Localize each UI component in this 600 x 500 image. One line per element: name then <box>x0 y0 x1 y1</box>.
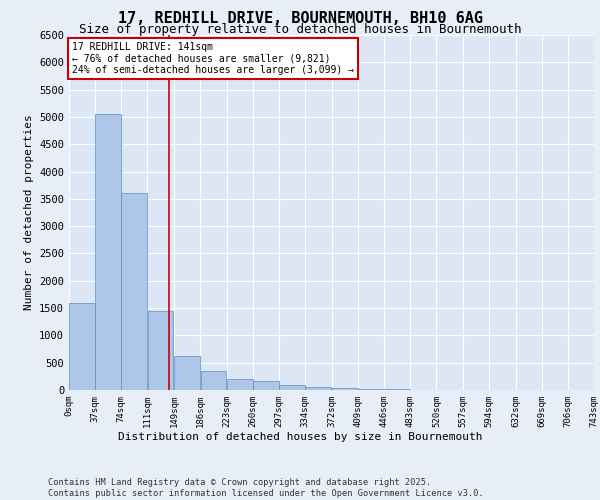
Bar <box>332 388 358 390</box>
Bar <box>358 389 384 390</box>
Bar <box>95 114 121 390</box>
Bar <box>279 384 305 390</box>
Text: Size of property relative to detached houses in Bournemouth: Size of property relative to detached ho… <box>79 22 521 36</box>
Text: 17 REDHILL DRIVE: 141sqm
← 76% of detached houses are smaller (9,821)
24% of sem: 17 REDHILL DRIVE: 141sqm ← 76% of detach… <box>72 42 354 75</box>
Bar <box>69 302 95 390</box>
Text: Contains HM Land Registry data © Crown copyright and database right 2025.
Contai: Contains HM Land Registry data © Crown c… <box>48 478 484 498</box>
Text: Distribution of detached houses by size in Bournemouth: Distribution of detached houses by size … <box>118 432 482 442</box>
Bar <box>175 356 200 390</box>
Bar <box>305 386 331 390</box>
Text: 17, REDHILL DRIVE, BOURNEMOUTH, BH10 6AG: 17, REDHILL DRIVE, BOURNEMOUTH, BH10 6AG <box>118 11 482 26</box>
Bar <box>148 311 173 390</box>
Bar <box>121 194 147 390</box>
Bar <box>253 382 278 390</box>
Y-axis label: Number of detached properties: Number of detached properties <box>23 114 34 310</box>
Bar <box>200 372 226 390</box>
Bar <box>227 379 253 390</box>
